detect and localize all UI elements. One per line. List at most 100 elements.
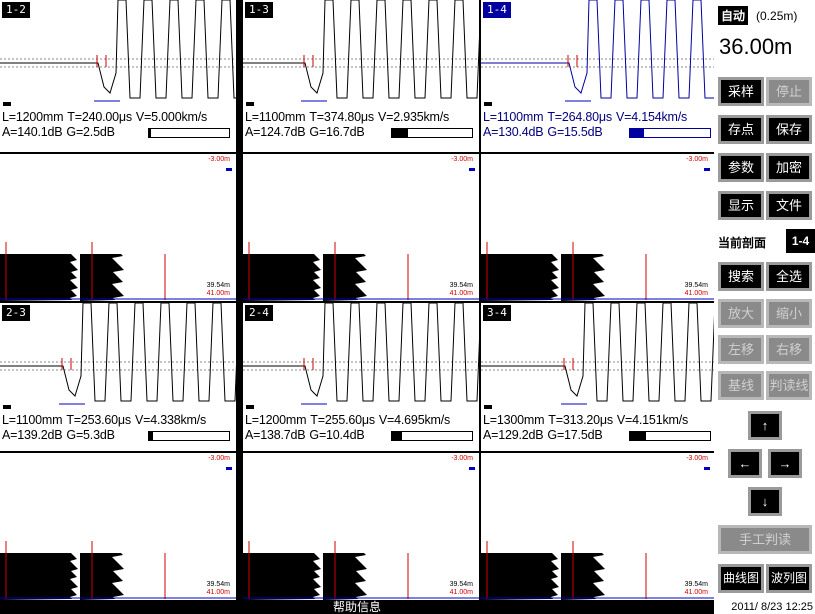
time-value: T=240.00μs [67, 110, 132, 124]
baseline-button[interactable]: 基线 [718, 371, 764, 400]
waveform-trace [0, 0, 236, 99]
scan-panel-1-4[interactable]: -3.00m 39.54m 41.00m [481, 154, 714, 301]
gain-bar-fill [630, 432, 646, 440]
gain-value: G=17.5dB [547, 428, 603, 442]
wave-train-profile [0, 541, 236, 600]
help-status-bar: 帮助信息 [0, 600, 714, 614]
time-value: T=253.60μs [66, 413, 131, 427]
measurement-line-2: A=139.2dB G=5.3dB [2, 428, 119, 443]
measurement-line-2: A=140.1dB G=2.5dB [2, 125, 119, 140]
profile-block-2 [323, 254, 367, 301]
gain-bar [148, 128, 230, 138]
measurement-line-2: A=129.2dB G=17.5dB [483, 428, 606, 443]
zoom-out-button[interactable]: 缩小 [766, 299, 812, 328]
measurement-line-1: L=1200mm T=255.60μs V=4.695km/s [245, 413, 454, 428]
move-right-button[interactable]: 右移 [766, 335, 812, 364]
section-tag: 1-4 [483, 2, 511, 18]
wave-panel-1-2[interactable]: 1-2 L=1200mm T=240.00μs V=5.000km/s A=140.… [0, 0, 236, 152]
wave-panel-2-3[interactable]: 2-3 L=1100mm T=253.60μs V=4.338km/s A=139.… [0, 303, 236, 451]
wave-train-profile [243, 242, 479, 301]
scan-panel-1-2[interactable]: -3.00m 39.54m 41.00m [0, 154, 236, 301]
wave-train-profile [481, 541, 714, 600]
time-value: T=264.80μs [547, 110, 612, 124]
waveform-trace [481, 0, 714, 99]
search-button[interactable]: 搜索 [718, 262, 764, 291]
depth-top-label: -3.00m [208, 156, 230, 163]
save-point-button[interactable]: 存点 [718, 115, 764, 144]
depth-current-label: 39.54m [206, 581, 230, 588]
display-button[interactable]: 显示 [718, 191, 764, 220]
wave-chart-button[interactable]: 波列图 [766, 564, 812, 593]
waveform-trace [481, 303, 714, 402]
gain-value: G=5.3dB [66, 428, 115, 442]
zero-marker [484, 102, 492, 106]
gain-bar [629, 128, 711, 138]
scan-panel-2-3[interactable]: -3.00m 39.54m 41.00m [0, 453, 236, 600]
measurement-line-1: L=1100mm T=374.80μs V=2.935km/s [245, 110, 453, 125]
stop-button[interactable]: 停止 [766, 77, 812, 106]
current-depth: 36.00m [719, 34, 793, 59]
wave-panel-3-4[interactable]: 3-4 L=1300mm T=313.20μs V=4.151km/s A=129.… [481, 303, 714, 451]
curve-chart-button[interactable]: 曲线图 [718, 564, 764, 593]
gain-value: G=15.5dB [547, 125, 603, 139]
velocity-value: V=4.151km/s [616, 413, 689, 427]
depth-bottom-label: 41.00m [684, 290, 708, 297]
wave-panel-1-4[interactable]: 1-4 L=1100mm T=264.80μs V=4.154km/s A=130.… [481, 0, 714, 152]
profile-block-1 [481, 553, 559, 600]
depth-cursor [226, 168, 232, 171]
left-arrow-icon[interactable]: ← [728, 449, 762, 478]
right-arrow-icon[interactable]: → [768, 449, 802, 478]
wave-panel-1-3[interactable]: 1-3 L=1100mm T=374.80μs V=2.935km/s A=124.… [243, 0, 479, 152]
profile-block-2 [80, 553, 124, 600]
waveform-trace [243, 303, 479, 402]
scan-panel-1-3[interactable]: -3.00m 39.54m 41.00m [243, 154, 479, 301]
wave-train-profile [0, 242, 236, 301]
up-arrow-icon[interactable]: ↑ [748, 411, 782, 440]
gain-bar-fill [392, 432, 402, 440]
file-button[interactable]: 文件 [766, 191, 812, 220]
depth-cursor [469, 467, 475, 470]
zero-marker [3, 405, 11, 409]
zero-marker [3, 102, 11, 106]
depth-cursor [226, 467, 232, 470]
velocity-value: V=2.935km/s [377, 110, 450, 124]
manual-read-button[interactable]: 手工判读 [718, 525, 812, 554]
mode-label: 自动 [718, 6, 749, 25]
depth-current-label: 39.54m [449, 581, 473, 588]
scan-panel-2-4[interactable]: -3.00m 39.54m 41.00m [243, 453, 479, 600]
amplitude-value: A=139.2dB [2, 428, 63, 442]
panel-grid: 1-2 L=1200mm T=240.00μs V=5.000km/s A=140.… [0, 0, 714, 600]
time-value: T=255.60μs [310, 413, 375, 427]
waveform [481, 303, 714, 405]
depth-top-label: -3.00m [451, 156, 473, 163]
down-arrow-icon[interactable]: ↓ [748, 487, 782, 516]
gain-value: G=16.7dB [309, 125, 365, 139]
save-button[interactable]: 保存 [766, 115, 812, 144]
profile-block-1 [0, 254, 78, 301]
profile-block-1 [481, 254, 559, 301]
waveform [481, 0, 714, 102]
control-sidebar: 自动 (0.25m) 36.00m 采样 停止 存点 保存 参数 加密 显示 文件… [714, 0, 815, 600]
waveform-trace [243, 0, 479, 99]
depth-cursor [704, 467, 710, 470]
length-value: L=1100mm [245, 110, 306, 124]
gain-bar-fill [149, 432, 153, 440]
encrypt-button[interactable]: 加密 [766, 153, 812, 182]
params-button[interactable]: 参数 [718, 153, 764, 182]
gain-bar [391, 431, 473, 441]
section-tag: 1-3 [245, 2, 273, 18]
zoom-in-button[interactable]: 放大 [718, 299, 764, 328]
wave-panel-2-4[interactable]: 2-4 L=1200mm T=255.60μs V=4.695km/s A=138.… [243, 303, 479, 451]
waveform [0, 0, 236, 102]
move-left-button[interactable]: 左移 [718, 335, 764, 364]
section-tag: 2-4 [245, 305, 273, 321]
sample-button[interactable]: 采样 [718, 77, 764, 106]
select-all-button[interactable]: 全选 [766, 262, 812, 291]
read-line-button[interactable]: 判读线 [766, 371, 812, 400]
length-value: L=1300mm [483, 413, 545, 427]
scan-panel-3-4[interactable]: -3.00m 39.54m 41.00m [481, 453, 714, 600]
profile-block-2 [80, 254, 124, 301]
waveform [243, 303, 479, 405]
depth-current-label: 39.54m [449, 282, 473, 289]
length-value: L=1200mm [2, 110, 64, 124]
